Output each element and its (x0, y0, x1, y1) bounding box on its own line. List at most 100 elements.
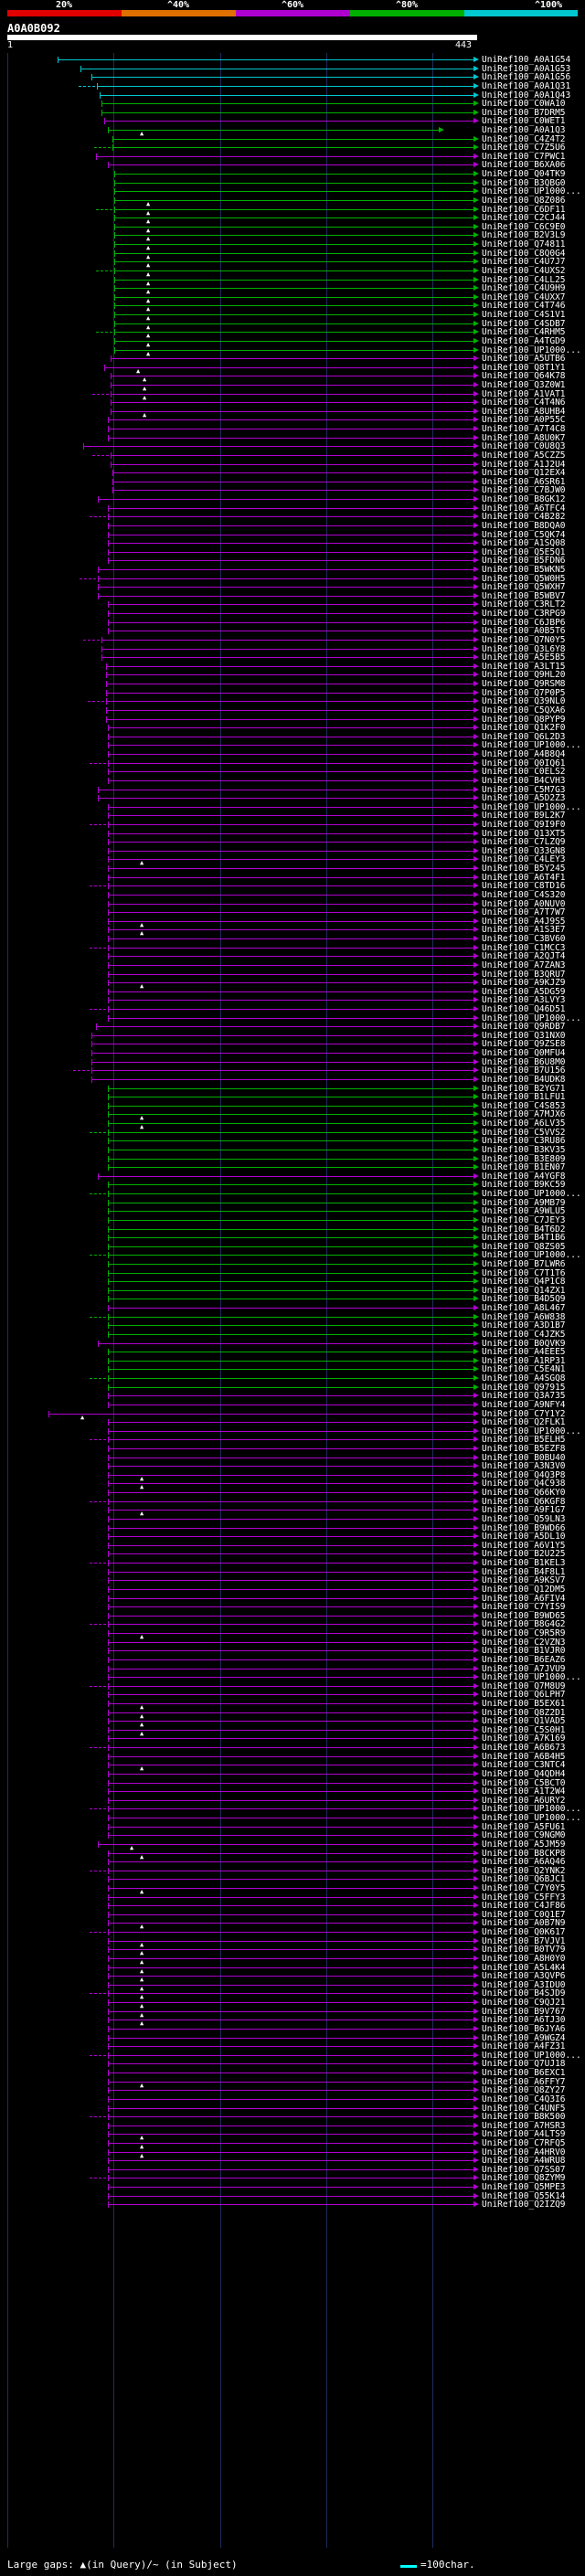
hit-row[interactable]: ▲ UniRef100_A5JM59 (0, 1839, 585, 1850)
hit-label[interactable]: UniRef100_Q39NL0 (482, 696, 566, 707)
hit-row[interactable]: UniRef100_UP1000... (0, 2051, 585, 2061)
hit-label[interactable]: UniRef100_A7T4C8 (482, 424, 566, 434)
hit-label[interactable]: UniRef100_C7LZQ9 (482, 837, 566, 848)
hit-row[interactable]: UniRef100_B3QRU7 (0, 970, 585, 980)
hit-row[interactable]: UniRef100_B3QBG0 (0, 178, 585, 188)
hit-label[interactable]: UniRef100_Q3L6Y8 (482, 643, 566, 654)
hit-label[interactable]: UniRef100_A7HSR3 (482, 2120, 566, 2131)
hit-row[interactable]: UniRef100_Q5WXH7 (0, 582, 585, 592)
hit-label[interactable]: UniRef100_B4CVH3 (482, 775, 566, 786)
hit-row[interactable]: UniRef100_B2U225 (0, 1549, 585, 1559)
hit-label[interactable]: UniRef100_UP1000... (482, 1012, 581, 1023)
hit-row[interactable]: ▲ UniRef100_C4U9H9 (0, 283, 585, 295)
hit-label[interactable]: UniRef100_Q0K617 (482, 1927, 566, 1938)
hit-row[interactable]: UniRef100_C2VZN3 (0, 1638, 585, 1648)
hit-row[interactable]: UniRef100_A5D2Z3 (0, 793, 585, 803)
hit-label[interactable]: UniRef100_A1S3E7 (482, 925, 566, 936)
hit-row[interactable]: ▲ UniRef100_C7Y0Y5 (0, 1883, 585, 1895)
hit-row[interactable]: UniRef100_B5WBV7 (0, 591, 585, 601)
hit-label[interactable]: UniRef100_B7VJV1 (482, 1935, 566, 1946)
hit-label[interactable]: UniRef100_A3LT15 (482, 661, 566, 672)
hit-label[interactable]: UniRef100_A1RP31 (482, 1355, 566, 1366)
hit-row[interactable]: UniRef100_B1KEL3 (0, 1558, 585, 1568)
hit-row[interactable]: UniRef100_A6AQ46 (0, 1857, 585, 1867)
hit-label[interactable]: UniRef100_A6URY2 (482, 1795, 566, 1806)
hit-row[interactable]: UniRef100_C7YIS9 (0, 1602, 585, 1612)
hit-row[interactable]: UniRef100_B7DRM5 (0, 108, 585, 118)
hit-label[interactable]: UniRef100_Q04TK9 (482, 169, 566, 180)
hit-label[interactable]: UniRef100_Q2IZQ9 (482, 2200, 566, 2210)
hit-label[interactable]: UniRef100_Q2FLK1 (482, 1417, 566, 1428)
hit-label[interactable]: UniRef100_C7Z5U6 (482, 143, 566, 154)
hit-row[interactable]: UniRef100_B3KV35 (0, 1145, 585, 1155)
hit-label[interactable]: UniRef100_C5QXA6 (482, 705, 566, 716)
hit-row[interactable]: ▲ UniRef100_C4LEY3 (0, 854, 585, 866)
hit-label[interactable]: UniRef100_B5EZF8 (482, 1444, 566, 1454)
hit-label[interactable]: UniRef100_B7LWR6 (482, 1258, 566, 1269)
hit-row[interactable]: UniRef100_Q2FLK1 (0, 1417, 585, 1427)
hit-row[interactable]: UniRef100_A6V1Y5 (0, 1541, 585, 1551)
hit-row[interactable]: UniRef100_A5CZZ5 (0, 451, 585, 461)
hit-row[interactable]: UniRef100_A8L467 (0, 1303, 585, 1313)
hit-row[interactable]: UniRef100_UP1000... (0, 740, 585, 750)
hit-label[interactable]: UniRef100_A1J2U4 (482, 459, 566, 470)
hit-label[interactable]: UniRef100_A9WLU5 (482, 1206, 566, 1217)
hit-row[interactable]: UniRef100_B0BU40 (0, 1453, 585, 1463)
hit-label[interactable]: UniRef100_A5UTB6 (482, 354, 566, 365)
hit-row[interactable]: UniRef100_Q6BJC1 (0, 1874, 585, 1884)
hit-label[interactable]: UniRef100_UP1000... (482, 186, 581, 197)
hit-row[interactable]: UniRef100_A1T2W4 (0, 1786, 585, 1797)
hit-label[interactable]: UniRef100_C4UNF5 (482, 2103, 566, 2114)
hit-row[interactable]: UniRef100_A1J2U4 (0, 460, 585, 470)
hit-label[interactable]: UniRef100_B4SJD9 (482, 1988, 566, 1999)
hit-label[interactable]: UniRef100_C4S320 (482, 889, 566, 900)
hit-row[interactable]: UniRef100_B6EAZ6 (0, 1655, 585, 1665)
hit-row[interactable]: UniRef100_Q7P0P5 (0, 688, 585, 698)
hit-row[interactable]: UniRef100_C5BCT0 (0, 1778, 585, 1788)
hit-row[interactable]: UniRef100_Q2YNK2 (0, 1866, 585, 1876)
hit-label[interactable]: UniRef100_Q7SS07 (482, 2164, 566, 2175)
hit-row[interactable]: UniRef100_A6T4F1 (0, 873, 585, 883)
hit-row[interactable]: ▲ UniRef100_B4SJD9 (0, 1988, 585, 2000)
hit-label[interactable]: UniRef100_A1SQ08 (482, 538, 566, 549)
hit-row[interactable]: UniRef100_Q12DM5 (0, 1585, 585, 1595)
hit-label[interactable]: UniRef100_Q6BJC1 (482, 1874, 566, 1885)
hit-label[interactable]: UniRef100_Q1VAD5 (482, 1716, 566, 1727)
hit-label[interactable]: UniRef100_C0ELS2 (482, 767, 566, 778)
hit-label[interactable]: UniRef100_Q8Z2D1 (482, 1707, 566, 1718)
hit-label[interactable]: UniRef100_C4T746 (482, 301, 566, 312)
hit-label[interactable]: UniRef100_B1VJR0 (482, 1646, 566, 1657)
hit-row[interactable]: UniRef100_Q6L2D3 (0, 732, 585, 742)
hit-label[interactable]: UniRef100_A6B4H5 (482, 1751, 566, 1762)
hit-row[interactable]: UniRef100_UP1000... (0, 1813, 585, 1823)
hit-label[interactable]: UniRef100_C4LEY3 (482, 854, 566, 865)
hit-row[interactable]: UniRef100_C4JZK5 (0, 1330, 585, 1340)
hit-row[interactable]: UniRef100_C7Z5U6 (0, 143, 585, 153)
hit-row[interactable]: UniRef100_C5QXA6 (0, 705, 585, 716)
hit-row[interactable]: ▲ UniRef100_Q4C938 (0, 1479, 585, 1490)
hit-row[interactable]: ▲ UniRef100_A4LTS9 (0, 2129, 585, 2141)
hit-label[interactable]: UniRef100_A1VAT1 (482, 388, 566, 399)
hit-label[interactable]: UniRef100_B9L2K7 (482, 811, 566, 822)
hit-label[interactable]: UniRef100_C0U8Q3 (482, 441, 566, 452)
hit-row[interactable]: UniRef100_Q4P1C8 (0, 1277, 585, 1287)
hit-label[interactable]: UniRef100_B6EAZ6 (482, 1654, 566, 1665)
hit-label[interactable]: UniRef100_C5QK74 (482, 529, 566, 540)
hit-label[interactable]: UniRef100_UP1000... (482, 1426, 581, 1436)
hit-label[interactable]: UniRef100_Q8Z086 (482, 195, 566, 206)
hit-row[interactable]: UniRef100_B4T6D2 (0, 1224, 585, 1235)
hit-row[interactable]: UniRef100_Q5E5Q1 (0, 547, 585, 557)
hit-label[interactable]: UniRef100_B3E809 (482, 1153, 566, 1164)
hit-row[interactable]: UniRef100_C5VVS2 (0, 1128, 585, 1138)
hit-label[interactable]: UniRef100_C7YIS9 (482, 1602, 566, 1613)
hit-label[interactable]: UniRef100_B5ELH5 (482, 1435, 566, 1446)
hit-label[interactable]: UniRef100_Q7M8U9 (482, 1680, 566, 1691)
hit-row[interactable]: UniRef100_UP1000... (0, 1250, 585, 1260)
hit-row[interactable]: ▲ UniRef100_A6FFY7 (0, 2077, 585, 2088)
hit-label[interactable]: UniRef100_A5DG59 (482, 986, 566, 997)
hit-row[interactable]: UniRef100_Q12EX4 (0, 468, 585, 478)
hit-label[interactable]: UniRef100_A3QVP6 (482, 1971, 566, 1982)
hit-label[interactable]: UniRef100_Q5WXH7 (482, 582, 566, 593)
hit-row[interactable]: UniRef100_Q6KGF8 (0, 1497, 585, 1507)
hit-row[interactable]: UniRef100_Q5W0H5 (0, 574, 585, 584)
